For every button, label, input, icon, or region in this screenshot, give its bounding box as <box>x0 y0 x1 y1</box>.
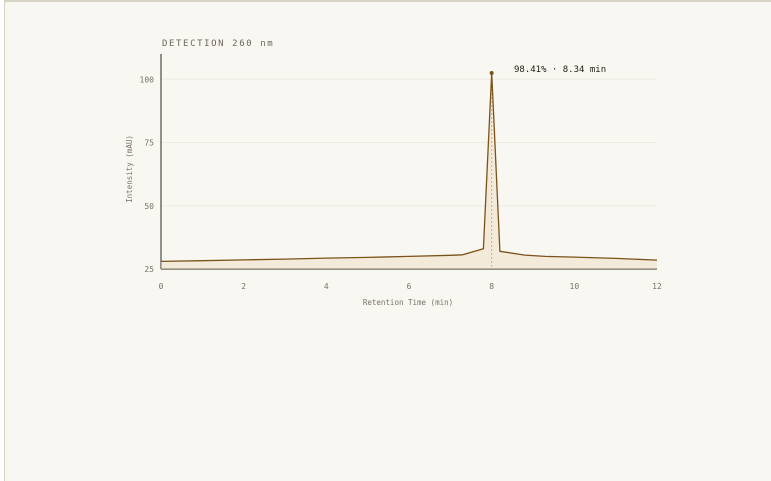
x-tick-label-12: 12 <box>652 282 662 291</box>
chart-panel <box>4 0 771 481</box>
data-point <box>243 259 244 260</box>
data-point <box>450 255 451 256</box>
x-tick-label-4: 4 <box>324 282 329 291</box>
x-tick-label-6: 6 <box>407 282 412 291</box>
y-tick-label-75: 75 <box>144 139 154 148</box>
peak-marker <box>489 70 494 75</box>
data-point <box>202 260 203 261</box>
data-point <box>483 248 484 249</box>
data-point <box>160 261 161 262</box>
data-point <box>367 257 368 258</box>
peak-annotation: 98.41% · 8.34 min <box>514 65 606 75</box>
data-point <box>326 258 327 259</box>
data-point <box>574 257 575 258</box>
data-point <box>545 256 546 257</box>
y-axis-label: Intensity (mAU) <box>125 135 134 203</box>
series-line <box>160 72 658 263</box>
x-tick-label-8: 8 <box>489 282 494 291</box>
data-point <box>615 258 616 259</box>
x-tick-label-0: 0 <box>159 282 164 291</box>
y-tick-label-100: 100 <box>140 75 155 84</box>
data-point <box>284 259 285 260</box>
x-tick-label-10: 10 <box>570 282 580 291</box>
y-tick-label-25: 25 <box>144 265 154 274</box>
data-point <box>499 251 500 252</box>
x-axis-label: Retention Time (min) <box>363 298 453 307</box>
series-area <box>161 73 657 269</box>
x-tick-label-2: 2 <box>241 282 246 291</box>
data-point <box>524 254 525 255</box>
data-point <box>656 260 657 261</box>
y-tick-label-50: 50 <box>144 202 154 211</box>
data-point <box>408 256 409 257</box>
data-point <box>462 254 463 255</box>
chart-title: DETECTION 260 nm <box>162 39 274 49</box>
